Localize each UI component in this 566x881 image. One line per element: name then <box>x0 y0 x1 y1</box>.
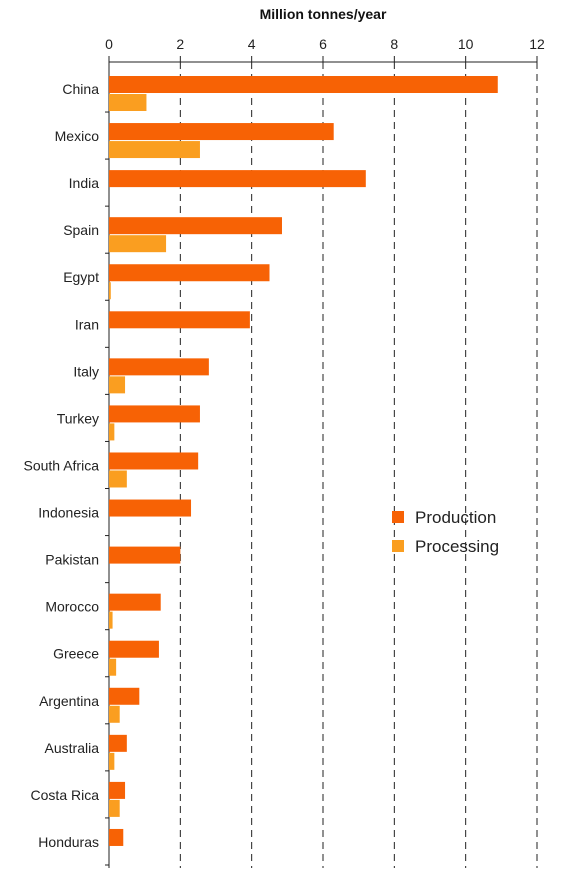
legend-label-processing: Processing <box>415 537 499 556</box>
category-label: Mexico <box>55 128 100 144</box>
bar-production <box>109 593 161 611</box>
bar-production <box>109 76 498 93</box>
legend-swatch-production <box>392 511 404 523</box>
bar-production <box>109 546 181 564</box>
bar-production <box>109 358 209 376</box>
bar-processing <box>109 470 127 488</box>
x-tick-label: 12 <box>529 36 545 52</box>
category-label: Honduras <box>38 834 99 850</box>
bar-production <box>109 217 282 235</box>
x-axis-ticks: 0 2 4 6 8 10 12 <box>105 36 545 866</box>
x-tick-label: 10 <box>458 36 474 52</box>
bar-processing <box>109 282 111 300</box>
x-axis-title: Million tonnes/year <box>260 6 387 22</box>
category-label: Turkey <box>57 410 99 426</box>
bar-processing <box>109 423 115 441</box>
category-label: Iran <box>75 316 99 332</box>
bar-production <box>109 170 366 188</box>
bars <box>109 76 498 846</box>
bar-processing <box>109 235 167 253</box>
x-tick-label: 4 <box>248 36 256 52</box>
bar-processing <box>109 94 147 111</box>
legend: Production Processing <box>392 508 499 556</box>
x-tick-label: 0 <box>105 36 113 52</box>
legend-label-production: Production <box>415 508 496 527</box>
bar-production <box>109 734 127 752</box>
category-label: Greece <box>53 646 99 662</box>
category-label: Italy <box>73 363 99 379</box>
bar-processing <box>109 141 200 159</box>
bar-production <box>109 687 140 705</box>
bar-production <box>109 781 126 799</box>
bar-production <box>109 640 159 658</box>
category-label: Indonesia <box>38 505 99 521</box>
x-tick-label: 2 <box>176 36 184 52</box>
category-label: Australia <box>45 740 100 756</box>
category-label: Costa Rica <box>31 787 100 803</box>
x-tick-label: 8 <box>390 36 398 52</box>
category-label: India <box>69 175 100 191</box>
bar-production <box>109 123 334 141</box>
bar-processing <box>109 658 117 676</box>
bar-production <box>109 311 250 329</box>
bar-processing <box>109 752 115 770</box>
category-label: Spain <box>63 222 99 238</box>
bar-processing <box>109 705 120 723</box>
category-label: South Africa <box>24 457 100 473</box>
category-labels: China Mexico India Spain Egypt Iran Italy Turke… <box>24 81 100 850</box>
legend-swatch-processing <box>392 540 404 552</box>
bar-processing <box>109 799 120 817</box>
bar-processing <box>109 611 113 629</box>
category-label: Argentina <box>39 693 99 709</box>
bar-production <box>109 452 199 470</box>
bar-production <box>109 499 192 517</box>
category-label: Pakistan <box>45 552 99 568</box>
x-tick-label: 6 <box>319 36 327 52</box>
bar-production <box>109 828 124 846</box>
bar-processing <box>109 376 126 394</box>
bar-production <box>109 264 270 282</box>
category-label: China <box>62 81 99 97</box>
category-label: Egypt <box>63 269 99 285</box>
bar-production <box>109 405 200 423</box>
category-label: Morocco <box>45 599 99 615</box>
